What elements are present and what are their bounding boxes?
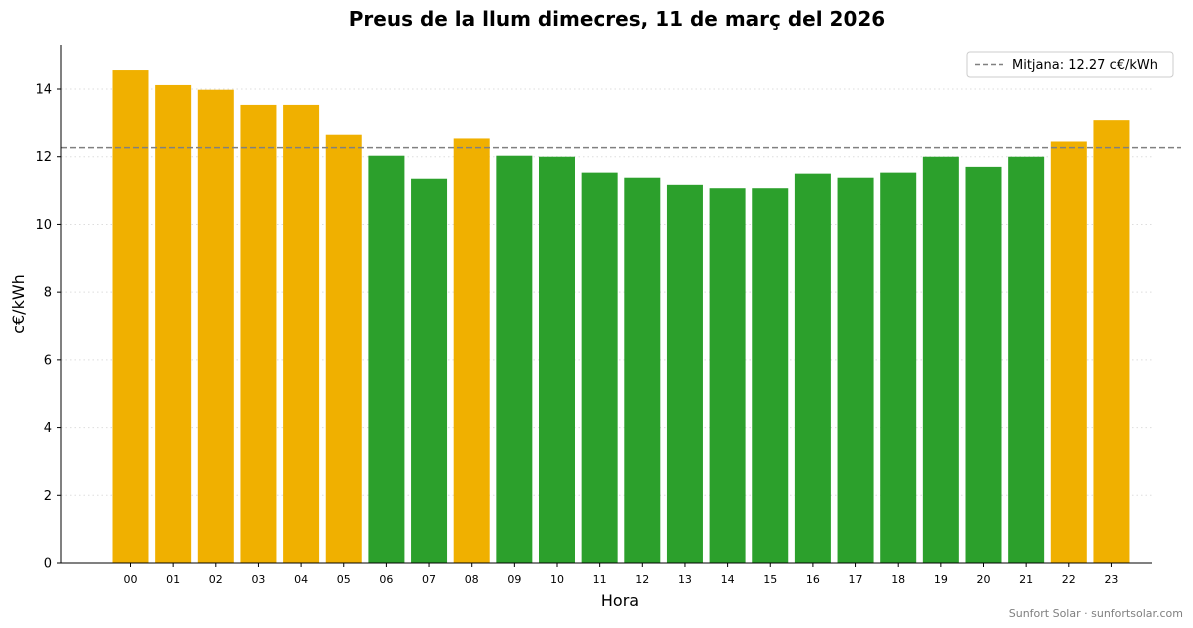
x-tick-label: 11	[593, 573, 607, 586]
legend-box	[966, 51, 1174, 78]
x-tick-label: 00	[124, 573, 138, 586]
bar-hour-17	[837, 177, 874, 563]
x-tick-label: 14	[721, 573, 735, 586]
bar-hour-19	[922, 156, 959, 563]
x-tick-label: 01	[166, 573, 180, 586]
bar-hour-11	[581, 172, 618, 563]
bar-hour-00	[112, 70, 149, 564]
y-tick-label: 12	[35, 150, 52, 165]
x-tick-label: 21	[1019, 573, 1033, 586]
y-axis-label: c€/kWh	[9, 274, 28, 334]
x-tick-label: 03	[251, 573, 265, 586]
x-tick-label: 06	[379, 573, 393, 586]
y-tick-label: 10	[35, 218, 52, 233]
x-tick-label: 19	[934, 573, 948, 586]
bar-hour-10	[539, 156, 575, 563]
bar-hour-12	[624, 177, 661, 563]
x-tick-label: 09	[507, 573, 521, 586]
bar-hour-22	[1050, 141, 1087, 564]
y-tick-label: 8	[44, 286, 52, 301]
x-tick-label: 05	[337, 573, 351, 586]
bar-hour-01	[155, 84, 192, 564]
x-tick-label: 08	[465, 573, 479, 586]
legend-mean-label: Mitjana: 12.27 c€/kWh	[1012, 58, 1158, 73]
y-ticks: 0 2 4 6 8 10 12 14	[35, 83, 61, 572]
bar-hour-05	[325, 134, 362, 564]
x-tick-label: 13	[678, 573, 692, 586]
y-tick-label: 0	[44, 557, 52, 572]
x-ticks: 00 01 02 03 04 05 06 07 08 09 10 11 12 13 14 15 16 17 18 19…	[124, 563, 1118, 586]
x-tick-label: 16	[806, 573, 820, 586]
x-tick-label: 04	[294, 573, 308, 586]
y-tick-label: 14	[35, 83, 52, 98]
bar-hour-13	[666, 184, 703, 563]
x-tick-label: 17	[849, 573, 863, 586]
x-tick-label: 18	[891, 573, 905, 586]
legend: Mitjana: 12.27 c€/kWh	[966, 51, 1174, 78]
bar-hour-07	[411, 178, 448, 563]
bar-hour-20	[965, 166, 1002, 563]
bar-hour-06	[368, 155, 405, 563]
x-tick-label: 15	[763, 573, 777, 586]
x-tick-label: 10	[550, 573, 564, 586]
x-tick-label: 22	[1062, 573, 1076, 586]
x-tick-label: 20	[977, 573, 991, 586]
bar-hour-15	[752, 188, 789, 563]
bar-hour-04	[283, 104, 320, 564]
bar-hour-16	[794, 173, 831, 563]
bar-hour-02	[197, 89, 234, 564]
bar-hour-09	[496, 155, 533, 563]
x-tick-label: 07	[422, 573, 436, 586]
y-tick-label: 2	[44, 489, 52, 504]
x-axis-label: Hora	[601, 591, 639, 610]
chart-title: Preus de la llum dimecres, 11 de març de…	[349, 7, 885, 31]
y-tick-label: 6	[44, 353, 52, 368]
bar-hour-03	[240, 104, 277, 564]
bar-hour-23	[1093, 120, 1130, 564]
axes	[60, 45, 1152, 564]
bars	[112, 70, 1130, 564]
bar-hour-08	[453, 138, 490, 564]
x-tick-label: 02	[209, 573, 223, 586]
x-tick-label: 23	[1104, 573, 1118, 586]
bar-hour-18	[880, 172, 917, 563]
bar-hour-14	[709, 188, 746, 563]
y-tick-label: 4	[44, 421, 52, 436]
footer-credit: Sunfort Solar · sunfortsolar.com	[1009, 607, 1183, 620]
x-tick-label: 12	[635, 573, 649, 586]
bar-hour-21	[1008, 156, 1045, 563]
